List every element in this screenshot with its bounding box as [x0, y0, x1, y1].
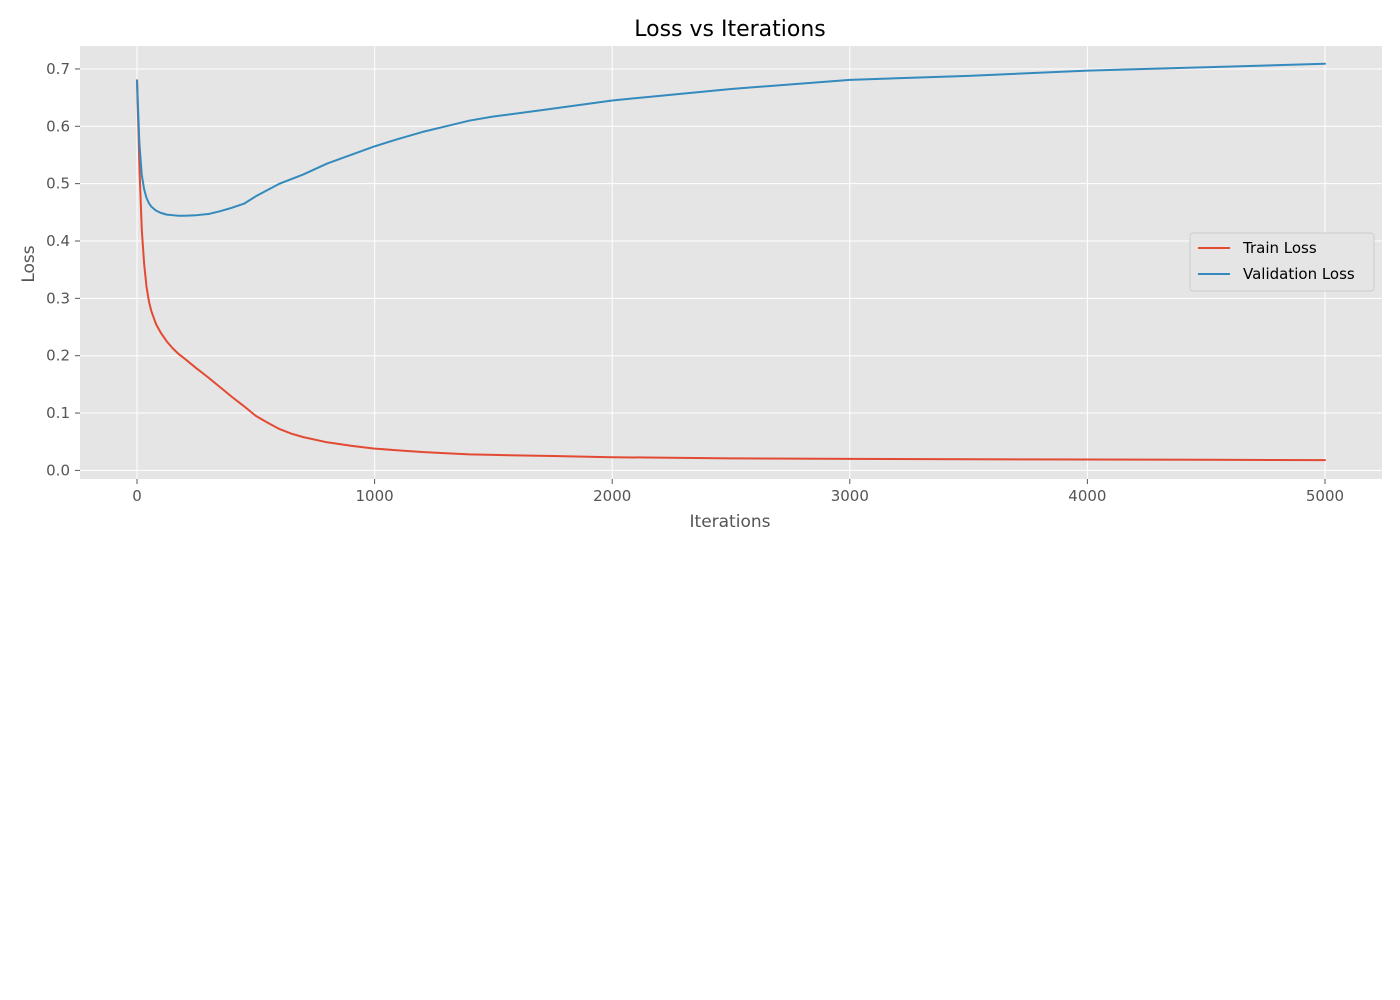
x-tick-label: 3000: [831, 487, 869, 505]
chart-title: Loss vs Iterations: [634, 17, 826, 42]
y-tick-label: 0.6: [46, 117, 70, 135]
series-line-validation-loss: [136, 62, 1326, 217]
legend-label: Train Loss: [1242, 239, 1317, 257]
x-tick-label: 0: [132, 487, 142, 505]
legend-label: Validation Loss: [1243, 265, 1355, 283]
plot-background: [80, 46, 1382, 479]
x-tick-label: 5000: [1306, 487, 1344, 505]
plot-area: 0 1000 2000 3000 4000 5000 0.0 0.1 0.2 0.3 0.4 0.5 0…: [46, 46, 1382, 505]
legend-box: [1189, 232, 1375, 292]
y-tick-label: 0.4: [46, 232, 70, 250]
legend: Train Loss Validation Loss: [1189, 232, 1375, 292]
y-axis-label: Loss: [19, 245, 39, 282]
y-tick-label: 0.0: [46, 461, 70, 479]
series-line-train-loss: [136, 79, 1326, 462]
x-tick-label: 1000: [356, 487, 394, 505]
y-tick-label: 0.2: [46, 347, 70, 365]
y-tick-label: 0.1: [46, 404, 70, 422]
y-tick-label: 0.5: [46, 175, 70, 193]
y-tick-label: 0.7: [46, 60, 70, 78]
y-tick-label: 0.3: [46, 289, 70, 307]
x-tick-label: 2000: [593, 487, 631, 505]
x-tick-label: 4000: [1068, 487, 1106, 505]
x-axis-label: Iterations: [690, 512, 771, 532]
